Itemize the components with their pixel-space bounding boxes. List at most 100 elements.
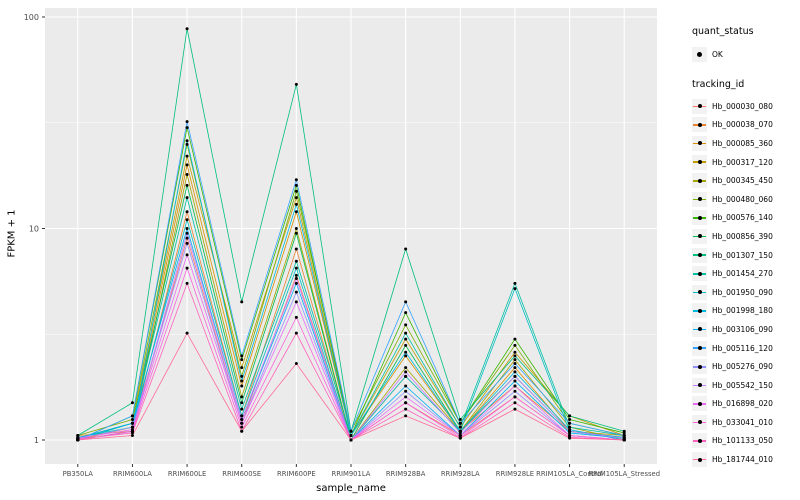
data-point [130,431,134,435]
data-point [240,354,244,358]
data-point [294,361,298,365]
data-point [513,374,517,378]
legend-key-line [692,414,707,430]
data-point [185,163,189,167]
x-tick-label: RRIM928BA [386,470,426,478]
data-point [185,196,189,200]
data-point [130,421,134,425]
data-point [404,370,408,374]
point-icon [697,160,702,165]
legend-item: Hb_000576_140 [692,209,798,228]
legend-item-label: Hb_001454_270 [712,269,773,279]
data-point [513,358,517,362]
data-point [622,429,626,433]
data-point [568,418,572,422]
legend-key-line [692,377,707,393]
legend-item: Hb_001950_090 [692,283,798,302]
legend-item: Hb_181744_010 [692,450,798,469]
legend-item: Hb_000856_390 [692,227,798,246]
legend-item-label: Hb_000085_360 [712,138,773,148]
y-axis-title: FPKM + 1 [6,209,18,258]
data-point [294,290,298,294]
data-point [349,438,353,442]
data-point [185,27,189,31]
data-point [185,231,189,235]
data-point [458,436,462,440]
data-point [513,370,517,374]
data-point [349,429,353,433]
data-point [404,350,408,354]
data-point [404,374,408,378]
data-point [513,350,517,354]
legend-tracking-items: Hb_000030_080 Hb_000038_070 Hb_000085_360 H… [692,97,798,469]
data-point [513,407,517,411]
data-point [240,421,244,425]
data-point [404,300,408,304]
point-icon [697,197,702,202]
data-point [294,178,298,182]
legend-item-label: Hb_005116_120 [712,343,773,353]
legend-quant-status: quant_status OK [692,26,798,64]
legend-title-quant-status: quant_status [692,26,754,37]
legend-item: Hb_001454_270 [692,264,798,283]
legend-key-line [692,266,707,282]
legend-key-line [692,452,707,468]
x-tick-label: RRIM600LA [113,470,152,478]
legend-item-label: Hb_003106_090 [712,324,773,334]
point-icon [697,401,702,406]
legend-key-line [692,154,707,170]
legend-item: Hb_000317_120 [692,153,798,172]
legend-item: Hb_000345_450 [692,171,798,190]
legend-key-line [692,98,707,114]
point-icon [697,253,702,258]
data-point [185,227,189,230]
data-point [240,300,244,304]
data-point [513,361,517,365]
data-point [294,266,298,270]
data-point [349,434,353,438]
data-point [513,379,517,383]
legend-item-label: Hb_000038_070 [712,120,773,130]
legend-key-line [692,228,707,244]
data-point [240,414,244,418]
data-point [76,438,80,442]
data-point [185,236,189,240]
data-point [622,438,626,442]
legend-title-tracking-id: tracking_id [692,79,745,90]
x-tick-label: RRIM600PE [277,470,316,478]
data-point [513,343,517,347]
data-point [294,259,298,263]
data-point [404,323,408,327]
legend-item: Hb_016898_020 [692,395,798,414]
data-point [404,337,408,341]
y-tick-label: 1 [34,436,39,445]
legend-item-label: Hb_181744_010 [712,455,773,465]
data-point [404,389,408,393]
legend-item: Hb_000480_060 [692,190,798,209]
y-tick-label: 10 [29,224,39,233]
data-point [404,401,408,405]
legend-item-label: Hb_005276_090 [712,362,773,372]
data-point [622,434,626,438]
data-point [240,418,244,422]
legend-key-line [692,247,707,263]
data-point [294,315,298,319]
legend-item: Hb_001307_150 [692,246,798,265]
data-point [458,418,462,422]
x-tick-label: RRIM901LA [332,470,371,478]
x-tick-label: RRIM928LE [496,470,534,478]
data-point [568,421,572,425]
legend-item: Hb_000030_080 [692,97,798,116]
legend-item: Hb_000038_070 [692,116,798,135]
point-icon [697,438,702,443]
point-icon [697,364,702,369]
data-point [404,354,408,358]
data-point [240,395,244,399]
legend-item-label: Hb_000345_450 [712,176,773,186]
data-point [294,281,298,285]
legend-item-label: Hb_000576_140 [712,213,773,223]
data-point [240,358,244,362]
point-icon [697,122,702,127]
x-tick-label: RRIM928LA [441,470,480,478]
data-point [513,281,517,285]
